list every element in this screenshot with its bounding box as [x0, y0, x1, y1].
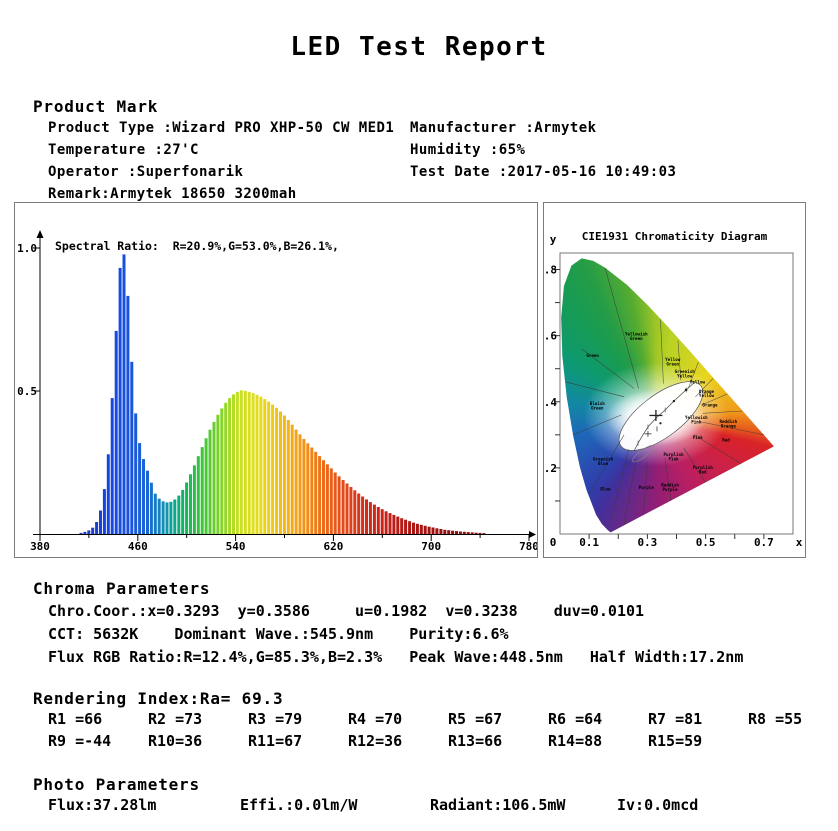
spectral-axes: 380 460 540 620 700 780 0.5 1.0 [17, 230, 537, 553]
svg-text:380: 380 [30, 540, 50, 553]
cie-frame: 0.1 0.3 0.5 0.7 .2 .4 .6 .8 0 x y [544, 233, 803, 549]
manufacturer-value: Manufacturer :Armytek [410, 120, 597, 136]
operator-value: Operator :Superfonarik [48, 164, 244, 180]
svg-text:540: 540 [226, 540, 246, 553]
photo-value: Flux:37.28lm [48, 796, 157, 814]
photo-parameters-row: Flux:37.28lm Effi.:0.0lm/W Radiant:106.5mW… [0, 796, 838, 816]
svg-text:Blue: Blue [600, 487, 611, 492]
svg-text:Orange: Orange [702, 403, 718, 408]
ri-value: R5 =67 [448, 710, 503, 728]
cct-line: CCT: 5632K Dominant Wave.:545.9nm Purity… [48, 625, 509, 643]
ri-value: R3 =79 [248, 710, 303, 728]
temperature-value: Temperature :27'C [48, 142, 199, 158]
chromaticity-point-marker [649, 409, 663, 421]
spectral-chart-panel: 380 460 540 620 700 780 0.5 1.0 Spectral Ratio:… [14, 202, 538, 558]
svg-text:Pink: Pink [693, 435, 704, 440]
ri-value: R10=36 [148, 732, 203, 750]
chroma-coordinates-line: Chro.Coor.:x=0.3293 y=0.3586 u=0.1982 v=… [48, 602, 645, 620]
test-date-value: Test Date :2017-05-16 10:49:03 [410, 164, 677, 180]
svg-text:0.7: 0.7 [754, 536, 774, 549]
product-type-value: Product Type :Wizard PRO XHP-50 CW MED1 [48, 120, 395, 136]
svg-text:1.0: 1.0 [17, 242, 37, 255]
photo-value: Iv:0.0mcd [617, 796, 699, 814]
rendering-index-row1: R1 =66 R2 =73 R3 =79 R4 =70 R5 =67 R6 =64 R7 =… [0, 710, 838, 730]
svg-text:0.5: 0.5 [17, 385, 37, 398]
svg-text:Green: Green [586, 353, 599, 358]
svg-text:.2: .2 [544, 462, 557, 475]
ri-value: R4 =70 [348, 710, 403, 728]
photo-value: Radiant:106.5mW [430, 796, 566, 814]
ri-value: R7 =81 [648, 710, 703, 728]
svg-text:620: 620 [323, 540, 343, 553]
svg-text:.8: .8 [544, 264, 557, 277]
ri-value: R12=36 [348, 732, 403, 750]
svg-text:780: 780 [519, 540, 537, 553]
ri-value: R14=88 [548, 732, 603, 750]
ri-value: R13=66 [448, 732, 503, 750]
svg-text:Purple: Purple [639, 485, 655, 490]
remark-value: Remark:Armytek 18650 3200mah [48, 186, 297, 202]
svg-text:y: y [550, 233, 557, 246]
svg-text:0.1: 0.1 [579, 536, 599, 549]
ri-value: R1 =66 [48, 710, 103, 728]
rendering-index-heading: Rendering Index:Ra= 69.3 [33, 689, 284, 708]
flux-rgb-ratio-line: Flux RGB Ratio:R=12.4%,G=85.3%,B=2.3% Pe… [48, 648, 744, 666]
svg-text:.6: .6 [544, 330, 557, 343]
svg-text:0.3: 0.3 [637, 536, 657, 549]
svg-text:0: 0 [550, 536, 557, 549]
svg-text:Yellow: Yellow [690, 380, 706, 385]
rendering-index-row2: R9 =-44 R10=36 R11=67 R12=36 R13=66 R14=88 R15… [0, 732, 838, 752]
secondary-cross-marker [644, 426, 658, 437]
spectral-bars [79, 254, 486, 534]
photo-value: Effi.:0.0lm/W [240, 796, 358, 814]
cie-region-boundaries [565, 267, 764, 526]
svg-text:x: x [796, 536, 803, 549]
ri-value: R2 =73 [148, 710, 203, 728]
ri-value: R6 =64 [548, 710, 603, 728]
chroma-parameters-heading: Chroma Parameters [33, 579, 211, 598]
ri-value: R8 =55 [748, 710, 803, 728]
svg-text:Red: Red [722, 437, 730, 442]
cie-diagram-panel: CIE1931 Chromaticity Diagram 0.1 0.3 0.5 0.… [543, 202, 806, 558]
report-title: LED Test Report [290, 32, 548, 62]
svg-text:460: 460 [128, 540, 148, 553]
spectral-power-distribution-chart: 380 460 540 620 700 780 0.5 1.0 [17, 230, 537, 553]
ri-value: R15=59 [648, 732, 703, 750]
photo-parameters-heading: Photo Parameters [33, 775, 200, 794]
cie-diagram-overlay: 0.1 0.3 0.5 0.7 .2 .4 .6 .8 0 x y Yellowish Green Yel… [544, 233, 803, 549]
humidity-value: Humidity :65% [410, 142, 526, 158]
ri-value: R11=67 [248, 732, 303, 750]
cie-diagram-title: CIE1931 Chromaticity Diagram [581, 230, 768, 243]
svg-text:0.5: 0.5 [696, 536, 716, 549]
spectral-ratio-annotation: Spectral Ratio: R=20.9%,G=53.0%,B=26.1%, [55, 239, 339, 253]
product-mark-heading: Product Mark [33, 97, 159, 116]
svg-text:700: 700 [421, 540, 441, 553]
ri-value: R9 =-44 [48, 732, 112, 750]
svg-text:.4: .4 [544, 396, 557, 409]
